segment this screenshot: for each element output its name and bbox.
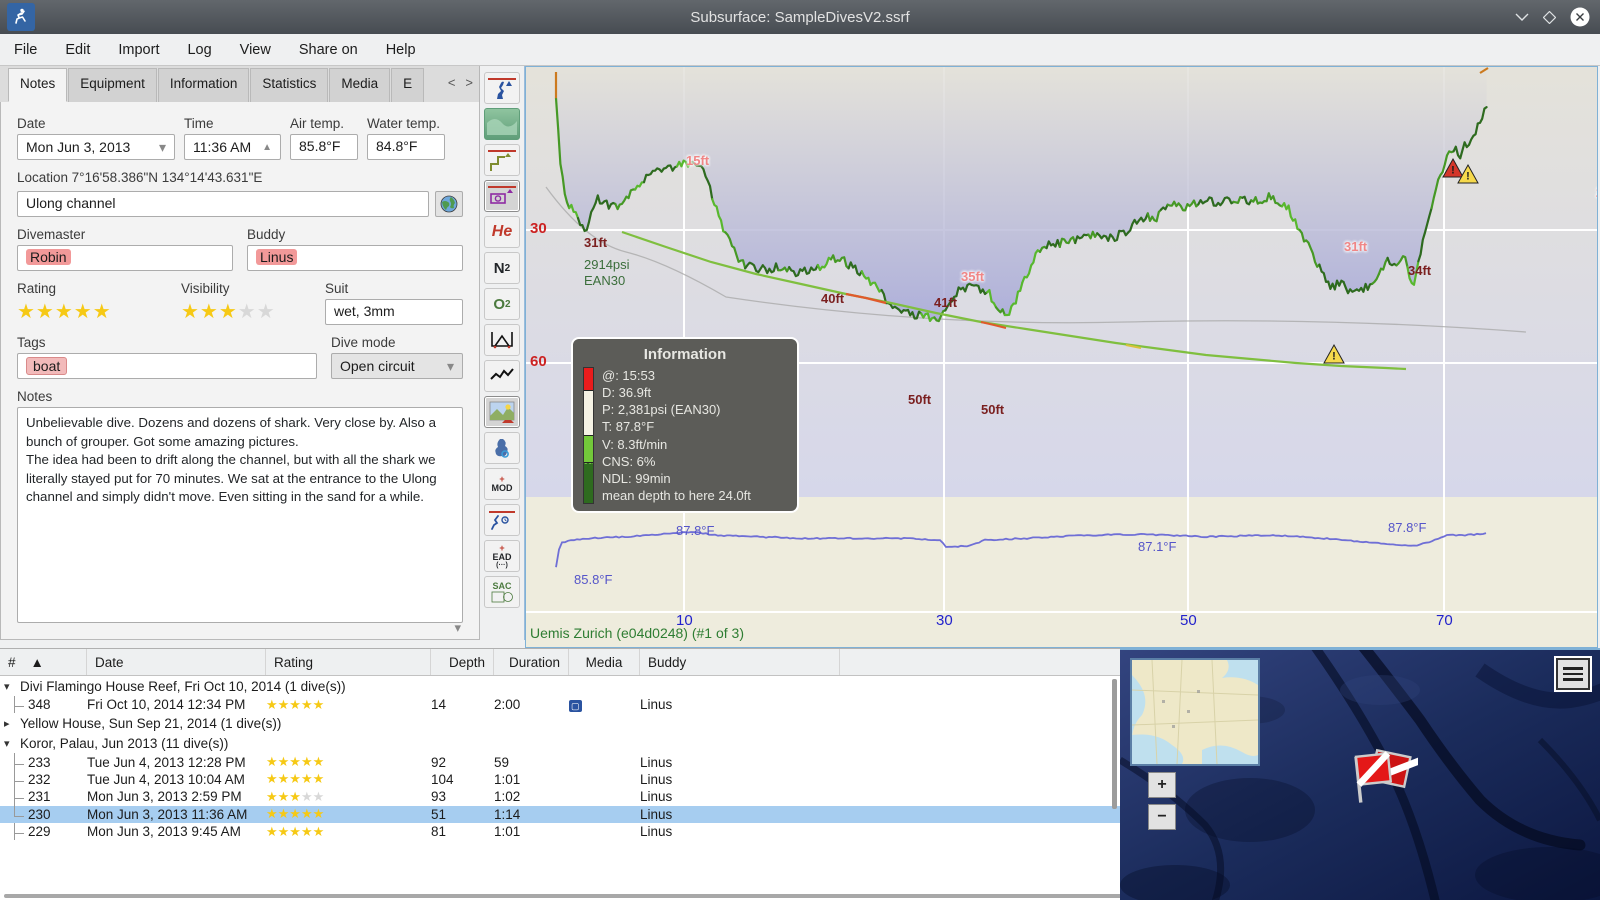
svg-text:!: ! [1332,351,1336,363]
svg-text:!: ! [1451,165,1455,177]
svg-text:!: ! [1466,171,1470,183]
